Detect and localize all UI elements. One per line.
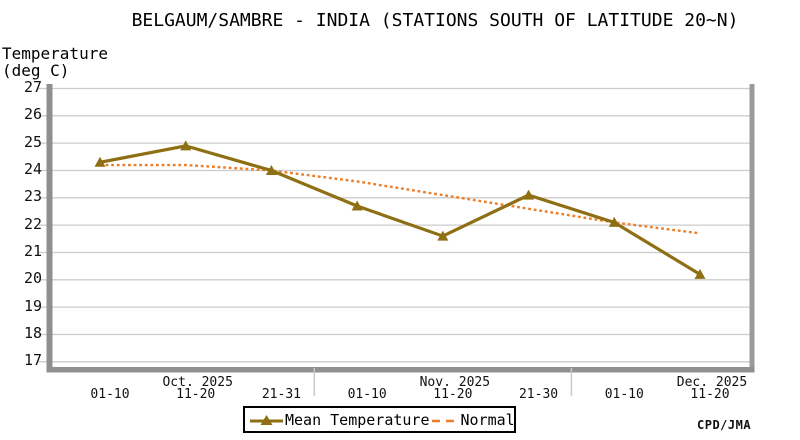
x-tick-label: 21-30 bbox=[518, 387, 559, 402]
y-tick-label: 24 bbox=[23, 159, 42, 178]
x-tick-label: 11-20 bbox=[176, 387, 216, 402]
mean-data-marker bbox=[180, 140, 192, 151]
mean-data-marker bbox=[437, 230, 449, 241]
y-tick-label: 26 bbox=[23, 105, 42, 124]
y-axis-label: Temperature bbox=[2, 44, 108, 63]
y-tick-label: 20 bbox=[23, 269, 42, 288]
axis-frame-bottom bbox=[46, 367, 755, 373]
normal-line bbox=[100, 163, 701, 235]
x-tick-label: 01-10 bbox=[604, 387, 644, 402]
mean-line-sample-icon bbox=[250, 414, 283, 425]
axis-frame-right bbox=[749, 84, 755, 367]
mean-data-marker bbox=[523, 189, 535, 200]
axis-frame-left bbox=[46, 84, 53, 373]
y-axis-units-label: (deg C) bbox=[2, 61, 70, 80]
x-tick-label: 11-20 bbox=[690, 387, 730, 402]
legend: Mean Temperature Normal bbox=[243, 406, 516, 433]
month-label: Dec. 2025 bbox=[676, 375, 748, 390]
mean-data-marker bbox=[694, 268, 706, 279]
y-tick-label: 23 bbox=[23, 187, 42, 206]
y-tick-label: 25 bbox=[23, 132, 42, 151]
month-label: Oct. 2025 bbox=[162, 375, 233, 390]
y-tick-label: 19 bbox=[23, 296, 42, 315]
y-tick-label: 18 bbox=[23, 323, 42, 342]
mean-data-marker bbox=[351, 200, 363, 211]
y-tick-label: 27 bbox=[23, 78, 42, 96]
x-tick-label: 21-31 bbox=[261, 387, 301, 402]
legend-normal-label: Normal bbox=[460, 410, 515, 429]
normal-line-sample-icon bbox=[431, 419, 459, 422]
x-tick-label: 11-20 bbox=[433, 387, 473, 402]
mean-data-marker bbox=[265, 164, 277, 175]
y-tick-label: 21 bbox=[23, 241, 42, 260]
x-tick-label: 01-10 bbox=[90, 387, 130, 402]
mean-data-marker bbox=[94, 156, 106, 167]
x-tick-label: 01-10 bbox=[347, 387, 387, 402]
legend-mean-label: Mean Temperature bbox=[285, 410, 430, 429]
chart-title: BELGAUM/SAMBRE - INDIA (STATIONS SOUTH O… bbox=[131, 10, 739, 31]
mean-temperature-line bbox=[99, 144, 701, 276]
mean-data-marker bbox=[608, 216, 620, 227]
credit-label: CPD/JMA bbox=[697, 418, 752, 432]
y-tick-label: 22 bbox=[23, 214, 42, 233]
month-label: Nov. 2025 bbox=[419, 375, 491, 390]
y-tick-label: 17 bbox=[23, 351, 42, 370]
